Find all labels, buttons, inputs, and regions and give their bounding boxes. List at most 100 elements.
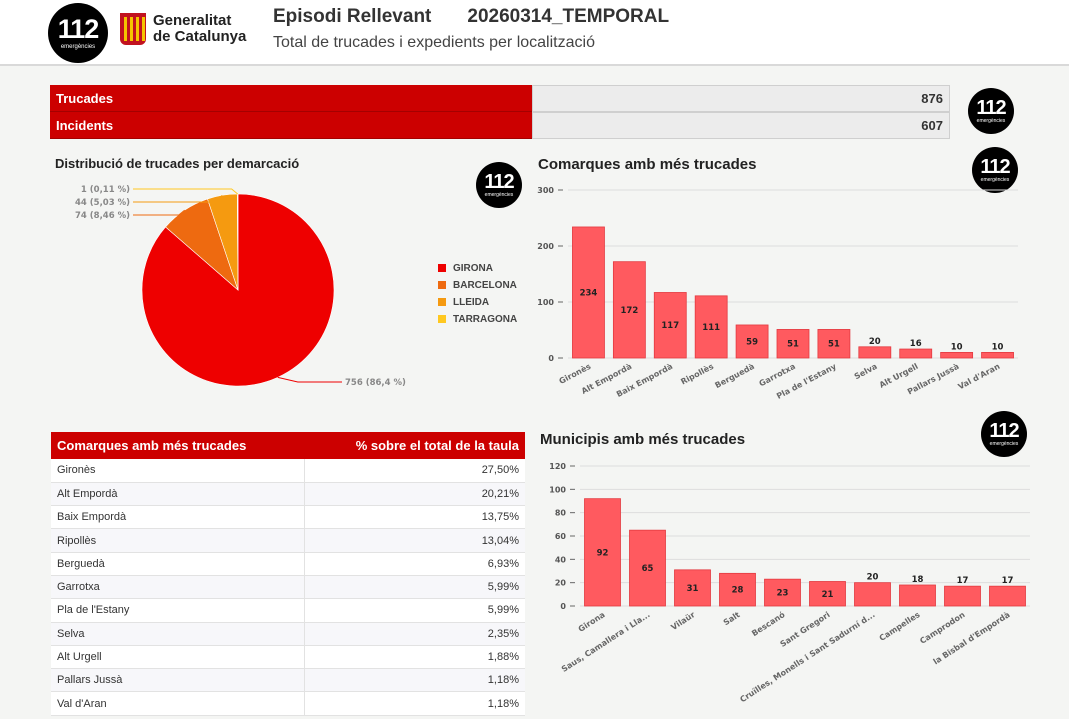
bar (989, 585, 1026, 607)
table-header-row: Comarques amb més trucades % sobre el to… (51, 432, 525, 459)
kpi-value: 876 (532, 85, 950, 112)
x-tick-label: Vilaür (669, 610, 696, 632)
x-tick-label: Ripollès (679, 361, 716, 387)
table-row: Val d'Aran 1,18% (51, 691, 525, 716)
bar (719, 572, 756, 607)
112-logo: 112 emergències (476, 162, 522, 208)
pie-data-label: 1 (0,11 %) (81, 185, 130, 195)
kpi-trucades: Trucades 876 (50, 85, 950, 112)
bar (764, 578, 801, 607)
x-tick-label: Berguedà (713, 362, 756, 390)
bar-value-label: 51 (787, 340, 799, 350)
senyera-icon (120, 13, 146, 45)
table-cell: Gironès (51, 459, 305, 483)
y-tick-label: 100 (549, 485, 566, 494)
bar (653, 292, 687, 359)
legend-swatch (438, 298, 446, 306)
table-cell: Alt Urgell (51, 645, 305, 670)
bar (735, 324, 769, 359)
table-row: Ripollès 13,04% (51, 528, 525, 553)
bar (584, 498, 621, 607)
table-row: Baix Empordà 13,75% (51, 505, 525, 530)
municipis-bar-chart: 0 20 40 60 80 100 120 92 Girona 65 Saus, Camallera… (549, 462, 1030, 704)
y-tick-label: 100 (537, 298, 554, 307)
table-cell: Val d'Aran (51, 691, 305, 716)
x-tick-label: Saus, Camallera i Lla... (560, 610, 652, 674)
table-row: Garrotxa 5,99% (51, 575, 525, 600)
table-cell: 13,75% (303, 505, 525, 530)
table-cell: Pallars Jussà (51, 668, 305, 693)
x-tick-label: Val d'Aran (957, 362, 1002, 392)
logo-number: 112 (976, 97, 1006, 119)
legend-item-tarragona: TARRAGONA (438, 313, 517, 330)
table-cell: 5,99% (303, 575, 525, 600)
legend-swatch (438, 281, 446, 289)
x-tick-label: Selva (853, 362, 879, 381)
y-tick-label: 300 (537, 186, 554, 195)
logo-number: 112 (57, 14, 100, 44)
table-cell: Alt Empordà (51, 482, 305, 507)
legend-item-girona: GIRONA (438, 262, 517, 279)
bar-value-label: 21 (822, 590, 834, 600)
bar-value-label: 65 (642, 564, 654, 574)
table-row: Selva 2,35% (51, 622, 525, 646)
bar-value-label: 23 (777, 589, 789, 599)
legend-swatch (438, 264, 446, 272)
bar (858, 346, 892, 359)
pie-legend: GIRONA BARCELONA LLEIDA TARRAGONA (438, 262, 517, 330)
bar (612, 261, 646, 359)
table-header: Comarques amb més trucades (51, 432, 305, 459)
x-tick-label: Campelles (878, 610, 922, 643)
pie-data-label: 44 (5,03 %) (75, 198, 130, 208)
bar (629, 529, 666, 607)
bar (981, 351, 1014, 359)
logo-number: 112 (989, 420, 1019, 442)
bar (940, 351, 974, 359)
gencat-line1: Generalitat (153, 12, 232, 29)
legend-label: GIRONA (453, 263, 493, 274)
bar-value-label: 111 (702, 323, 720, 333)
page-title: Episodi Rellevant 20260314_TEMPORAL (273, 6, 669, 28)
legend-swatch (438, 315, 446, 323)
y-tick-label: 200 (537, 242, 554, 251)
112-logo: 112 emergències (972, 147, 1018, 193)
pie-leader-line (277, 376, 342, 383)
table-cell: Berguedà (51, 552, 305, 576)
x-tick-label: Girona (577, 610, 607, 634)
table-cell: 13,04% (303, 528, 525, 553)
bar-value-label: 28 (732, 586, 744, 596)
bar (809, 581, 846, 607)
112-logo: 112 emergències (48, 3, 108, 63)
table-cell: Baix Empordà (51, 505, 305, 530)
gencat-name: Generalitat de Catalunya (153, 13, 246, 45)
bar-value-label: 17 (1002, 576, 1014, 586)
table-cell: Ripollès (51, 528, 305, 553)
bar (694, 295, 728, 359)
logo-subtitle: emergències (980, 177, 1010, 183)
bar-value-label: 234 (580, 288, 598, 298)
x-tick-label: la Bisbal d'Empordà (932, 610, 1012, 666)
comarques-chart-title: Comarques amb més trucades (538, 156, 757, 173)
logo-number: 112 (980, 156, 1010, 178)
bar (899, 584, 936, 607)
municipis-chart-title: Municipis amb més trucades (540, 431, 746, 448)
bar-value-label: 31 (687, 584, 699, 594)
logo-subtitle: emergències (976, 118, 1006, 124)
legend-item-barcelona: BARCELONA (438, 279, 517, 296)
bar-value-label: 92 (597, 548, 609, 558)
table-cell: Selva (51, 622, 305, 646)
pie-leader-line (133, 188, 238, 195)
table-cell: 5,99% (303, 598, 525, 623)
pie-chart-title: Distribució de trucades per demarcació (55, 156, 300, 171)
y-tick-label: 40 (555, 555, 567, 564)
table-row: Alt Urgell 1,88% (51, 645, 525, 670)
legend-label: LLEIDA (453, 297, 490, 308)
table-row: Berguedà 6,93% (51, 552, 525, 576)
page-subtitle: Total de trucades i expedients per local… (273, 34, 595, 51)
legend-item-lleida: LLEIDA (438, 296, 517, 313)
bar-value-label: 172 (620, 306, 638, 316)
y-tick-label: 20 (555, 579, 567, 588)
bar (899, 348, 933, 359)
x-tick-label: Salt (722, 610, 742, 627)
